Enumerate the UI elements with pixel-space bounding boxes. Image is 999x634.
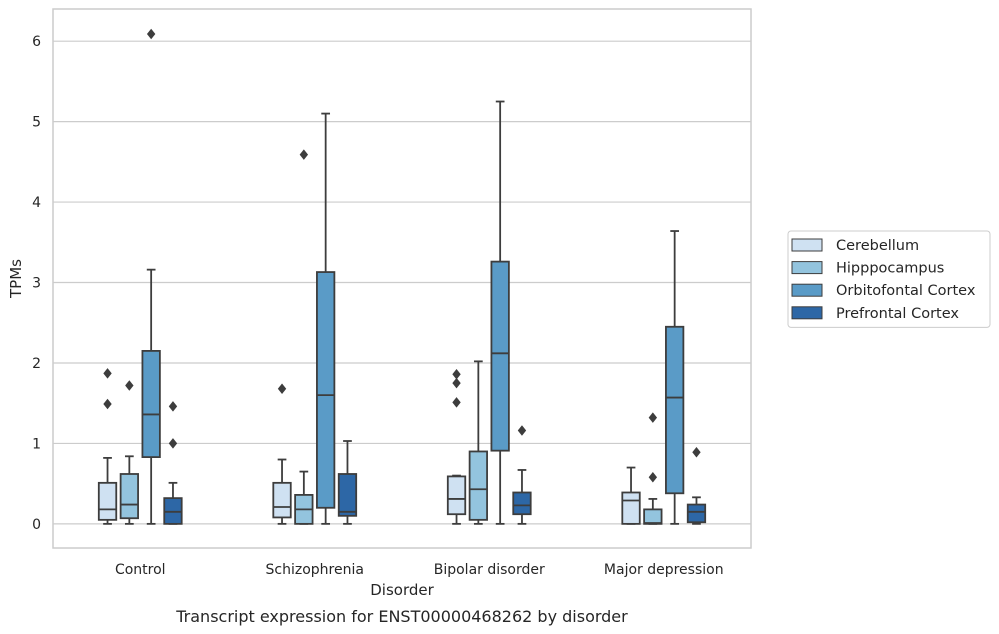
outlier-point: [648, 412, 658, 423]
box-layer: [97, 28, 707, 525]
box-body: [643, 508, 663, 525]
y-tick-label: 0: [32, 517, 41, 533]
legend-swatch: [791, 283, 823, 297]
box-3-3: [686, 447, 707, 525]
outlier-point: [103, 368, 112, 379]
box-2-2: [490, 100, 510, 525]
legend-label: Hipppocampus: [836, 261, 944, 277]
box-0-3: [163, 401, 183, 525]
outlier-point: [146, 28, 156, 40]
y-tick-label: 1: [32, 436, 41, 452]
legend-label: Prefrontal Cortex: [836, 306, 959, 322]
legend-swatch: [791, 306, 823, 320]
box-body: [686, 503, 707, 524]
box-0-2: [141, 28, 161, 525]
box-0-0: [97, 368, 118, 525]
box-body: [141, 350, 161, 458]
box-1-1: [294, 149, 314, 525]
outlier-point: [452, 377, 461, 389]
box-3-1: [643, 412, 663, 525]
box-body: [468, 450, 488, 521]
box-body: [665, 325, 685, 495]
box-3-0: [621, 466, 641, 525]
box-0-1: [119, 380, 139, 525]
x-tick-label: Bipolar disorder: [434, 562, 545, 578]
box-body: [490, 260, 510, 452]
y-tick-label: 6: [32, 34, 41, 50]
y-tick-label: 5: [32, 115, 41, 131]
outlier-point: [517, 425, 527, 436]
legend-items: Cerebellum Hipppocampus Orbitofontal Corte…: [791, 238, 976, 322]
box-2-0: [446, 368, 467, 525]
box-body: [337, 473, 358, 517]
y-tick-labels: 0 1 2 3 4 5 6: [32, 34, 41, 533]
outlier-point: [125, 380, 134, 391]
x-tick-label: Control: [115, 562, 166, 578]
y-axis-title: TPMs: [7, 259, 25, 299]
y-tick-label: 4: [32, 195, 41, 211]
chart-caption: Transcript expression for ENST0000046826…: [175, 607, 628, 626]
box-2-3: [512, 425, 532, 525]
box-1-2: [316, 112, 336, 525]
x-tick-label: Major depression: [604, 562, 724, 578]
box-body: [512, 491, 532, 516]
outlier-point: [168, 438, 178, 449]
y-tick-label: 2: [32, 356, 41, 372]
box-3-2: [665, 230, 685, 525]
legend-label: Orbitofontal Cortex: [836, 283, 976, 299]
box-1-0: [272, 383, 292, 525]
x-axis-title: Disorder: [370, 581, 434, 599]
legend-swatch: [791, 238, 823, 252]
outlier-point: [299, 149, 309, 160]
outlier-point: [277, 383, 287, 394]
outlier-point: [648, 471, 658, 483]
box-body: [446, 475, 467, 516]
outlier-point: [452, 397, 461, 408]
legend-frame: [787, 230, 991, 328]
box-body: [316, 271, 336, 509]
legend-swatch: [791, 261, 823, 275]
box-body: [119, 473, 139, 520]
box-1-3: [337, 440, 358, 525]
x-tick-label: Schizophrenia: [266, 562, 364, 578]
box-body: [621, 491, 641, 525]
legend: Cerebellum Hipppocampus Orbitofontal Corte…: [787, 230, 991, 328]
y-tick-label: 3: [32, 276, 41, 292]
plot-frame: [52, 8, 752, 549]
outlier-point: [168, 401, 178, 412]
outlier-point: [692, 447, 701, 458]
legend-label: Cerebellum: [836, 238, 919, 254]
outlier-point: [103, 398, 112, 410]
outlier-point: [452, 368, 461, 380]
box-2-1: [468, 360, 488, 525]
box-body: [272, 481, 292, 519]
x-tick-labels: Control Schizophrenia Bipolar disorder Majo…: [115, 562, 724, 578]
box-body: [97, 481, 118, 521]
